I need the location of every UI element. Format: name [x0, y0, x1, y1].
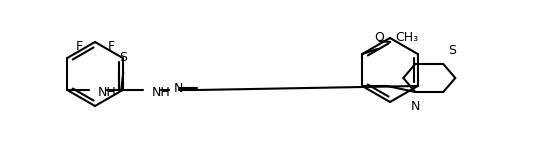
Text: N: N — [174, 82, 183, 94]
Text: N: N — [411, 100, 420, 113]
Text: O: O — [374, 31, 384, 44]
Text: NH: NH — [97, 85, 116, 99]
Text: F: F — [107, 40, 115, 53]
Text: S: S — [448, 44, 456, 57]
Text: NH: NH — [151, 85, 170, 99]
Text: S: S — [119, 51, 127, 64]
Text: CH₃: CH₃ — [395, 31, 419, 43]
Text: F: F — [75, 40, 82, 53]
